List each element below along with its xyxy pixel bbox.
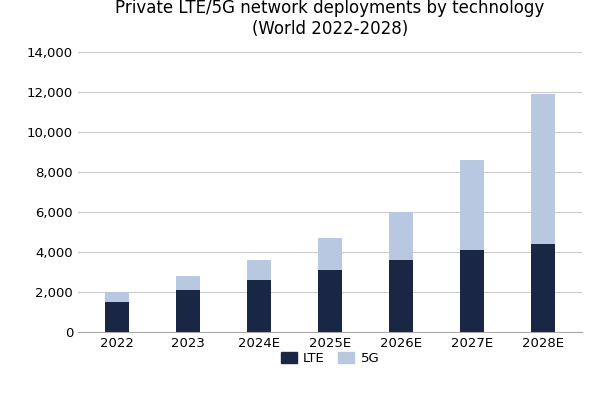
Bar bbox=[389, 260, 413, 332]
Bar bbox=[460, 160, 484, 250]
Bar bbox=[247, 260, 271, 280]
Bar bbox=[530, 94, 556, 244]
Bar bbox=[460, 250, 484, 332]
Bar bbox=[104, 302, 130, 332]
Legend: LTE, 5G: LTE, 5G bbox=[275, 347, 385, 370]
Bar bbox=[317, 238, 343, 270]
Bar bbox=[104, 292, 130, 302]
Title: Private LTE/5G network deployments by technology
(World 2022-2028): Private LTE/5G network deployments by te… bbox=[115, 0, 545, 38]
Bar bbox=[176, 276, 200, 290]
Bar bbox=[317, 270, 343, 332]
Bar bbox=[176, 290, 200, 332]
Bar bbox=[530, 244, 556, 332]
Bar bbox=[247, 280, 271, 332]
Bar bbox=[389, 212, 413, 260]
